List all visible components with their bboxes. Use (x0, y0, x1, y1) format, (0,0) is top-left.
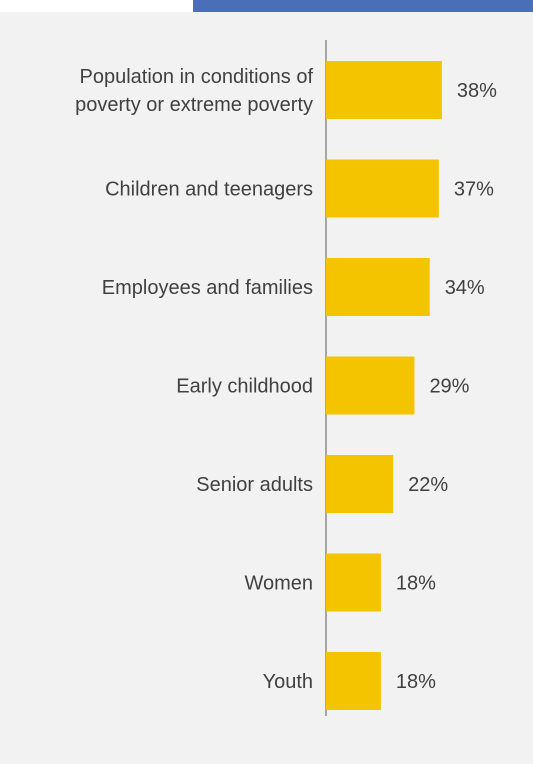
bar (326, 159, 439, 218)
bars-group (326, 61, 442, 710)
value-label: 29% (429, 376, 469, 398)
category-label: Children and teenagers (105, 179, 313, 201)
category-label: Employees and families (102, 277, 313, 299)
value-label: 37% (454, 179, 494, 201)
category-label: Population in conditions of (80, 66, 314, 88)
category-label: Youth (263, 671, 313, 693)
category-label: Women (244, 573, 313, 595)
value-label: 38% (457, 80, 497, 102)
bar (326, 455, 394, 513)
value-label: 34% (445, 277, 485, 299)
bar (326, 652, 381, 710)
horizontal-bar-chart: Population in conditions of poverty or ex… (75, 40, 497, 716)
header-accent-bar (193, 0, 533, 12)
bar (326, 61, 442, 119)
value-label: 18% (396, 573, 436, 595)
chart-panel (0, 12, 533, 764)
value-labels-group: 38% 37% 34% 29% 22% 18% 18% (396, 80, 497, 693)
bar (326, 553, 381, 612)
value-label: 22% (408, 474, 448, 496)
value-label: 18% (396, 671, 436, 693)
category-label: Early childhood (176, 376, 313, 398)
bar (326, 356, 415, 415)
category-label: Senior adults (196, 474, 313, 496)
bar (326, 258, 430, 316)
category-labels-group: Population in conditions of poverty or ex… (75, 66, 313, 693)
category-label: poverty or extreme poverty (75, 94, 313, 116)
